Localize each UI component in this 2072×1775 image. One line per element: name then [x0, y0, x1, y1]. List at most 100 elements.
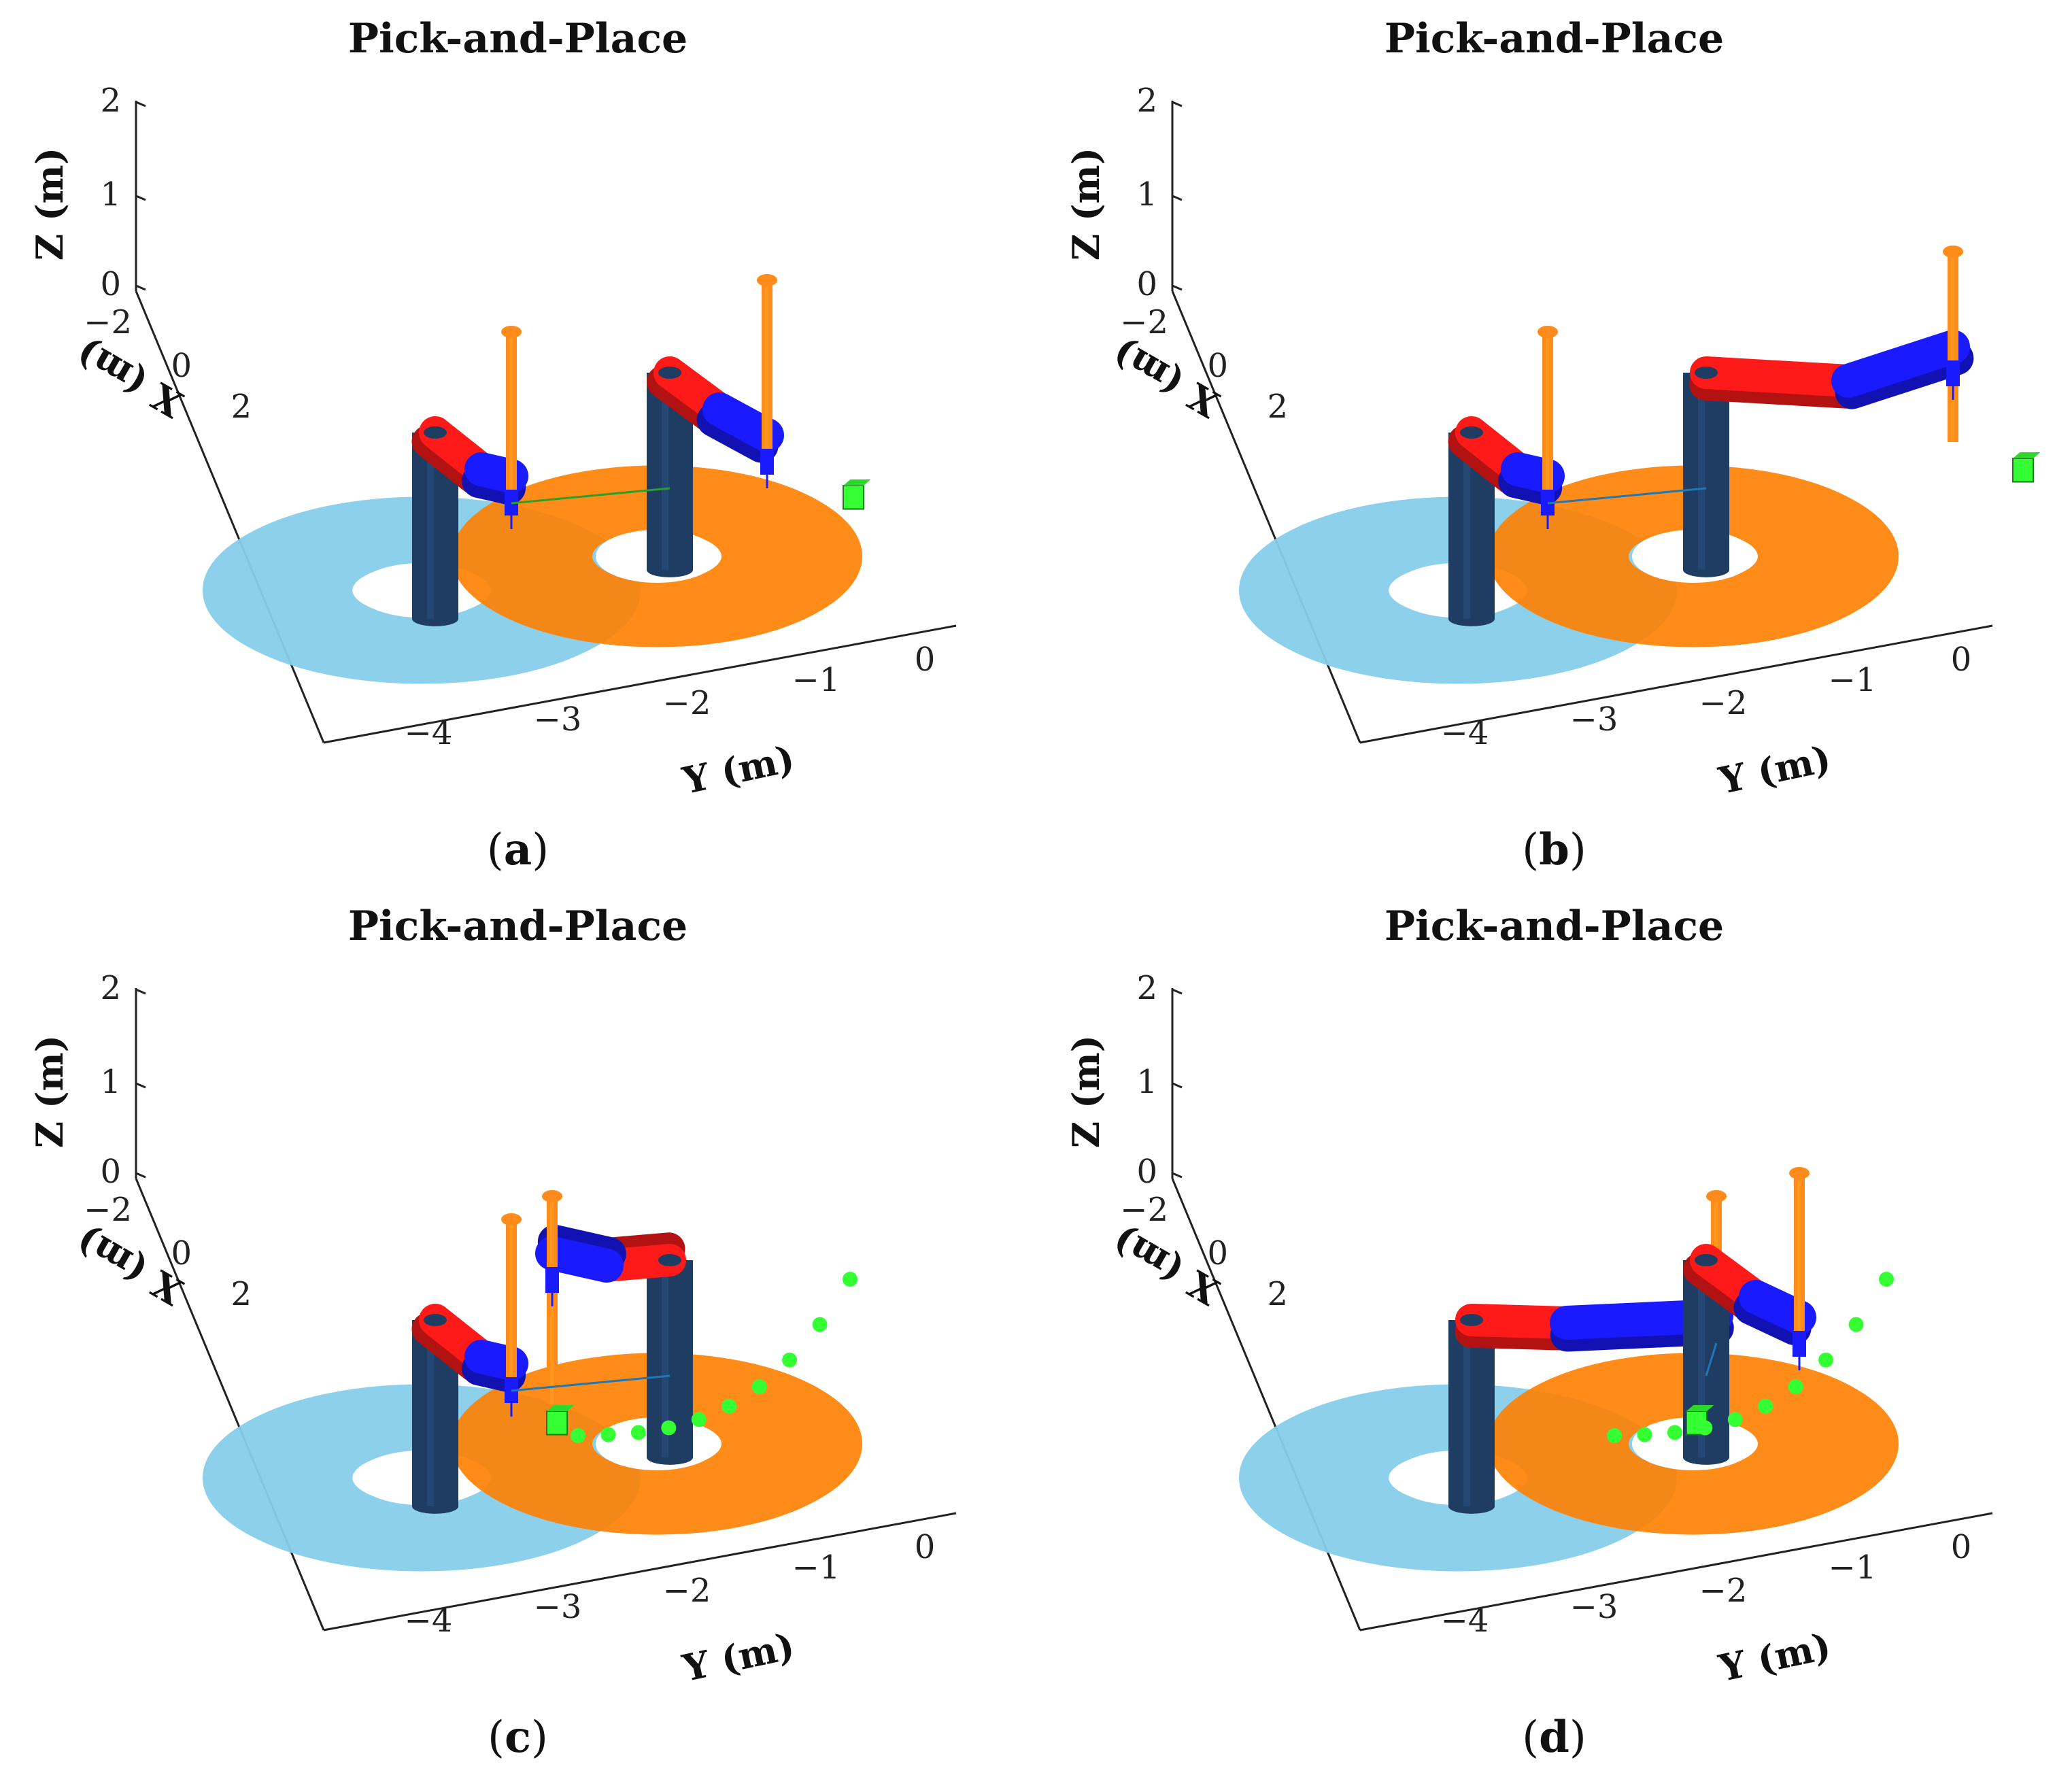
joint-1-cap — [658, 367, 681, 379]
green-part-top — [547, 1405, 575, 1411]
x-axis-label: X (m) — [1105, 1219, 1226, 1314]
z-tick-mark — [1172, 284, 1183, 291]
z-tick-label: 0 — [100, 265, 121, 303]
ball-screw-highlight — [765, 280, 768, 449]
x-axis-line — [1171, 290, 1361, 743]
arm-link-1-top — [1690, 356, 1865, 397]
z-tick-label: 0 — [100, 1153, 121, 1191]
joint-1-cap — [1460, 1314, 1483, 1326]
link-line — [1547, 487, 1707, 505]
robot-column-base — [412, 1499, 458, 1514]
caption-letter: d — [1539, 1712, 1569, 1763]
z-tick-mark — [1172, 988, 1183, 995]
trajectory-point — [1607, 1428, 1622, 1443]
y-tick-label: −1 — [1829, 661, 1877, 699]
z-axis-label: Z (m) — [28, 148, 71, 260]
y-tick-label: −2 — [663, 1572, 711, 1610]
trajectory-point — [751, 1379, 767, 1395]
z-tick-mark — [1172, 1172, 1183, 1179]
trajectory-point — [571, 1428, 585, 1443]
end-effector — [545, 1267, 559, 1293]
trajectory-point — [630, 1425, 646, 1440]
joint-1-cap — [1460, 426, 1483, 439]
robot-column-base — [1683, 562, 1729, 577]
trajectory-point — [661, 1420, 677, 1436]
y-tick-label: −4 — [405, 714, 453, 752]
shaft-cap — [501, 1213, 522, 1225]
robot-column-highlight — [427, 433, 435, 619]
x-axis-label: X (m) — [69, 331, 190, 426]
robot-column-base — [1448, 1499, 1495, 1514]
y-axis-line — [1359, 624, 1993, 744]
x-tick-label: 0 — [171, 347, 192, 385]
trajectory-point — [1637, 1427, 1652, 1442]
y-axis-label: Y (m) — [678, 1624, 798, 1690]
arm-link-2-top — [1831, 329, 1971, 398]
trajectory-point — [1697, 1420, 1713, 1436]
z-tick-mark — [135, 988, 146, 995]
chart-title: Pick-and-Place — [347, 902, 688, 950]
ball-screw-highlight — [509, 332, 513, 496]
x-axis-line — [135, 290, 325, 743]
link-line — [1705, 1342, 1718, 1376]
shaft-cap — [542, 1190, 562, 1202]
arm-link-1 — [1689, 356, 1865, 409]
z-tick-mark — [1172, 195, 1183, 201]
trajectory-point — [1788, 1379, 1803, 1395]
trajectory-point — [782, 1352, 798, 1368]
y-tick-label: −1 — [792, 1549, 840, 1587]
joint-1-cap — [1695, 367, 1718, 379]
y-tick-label: −1 — [792, 661, 840, 699]
trajectory-point — [1818, 1352, 1834, 1368]
x-tick-label: 0 — [1207, 347, 1228, 385]
x-tick-label: −2 — [1120, 303, 1168, 341]
z-axis-label: Z (m) — [28, 1035, 71, 1148]
z-tick-label: 1 — [1136, 175, 1157, 214]
y-tick-label: −4 — [405, 1602, 453, 1640]
joint-1-cap — [658, 1254, 681, 1266]
subfigure-caption: (a) — [486, 824, 549, 875]
trajectory-point — [812, 1317, 828, 1332]
z-tick-label: 2 — [1136, 969, 1157, 1007]
z-tick-label: 0 — [1136, 1153, 1157, 1191]
robot-column-base — [1683, 1450, 1729, 1465]
shaft-cap — [1538, 326, 1558, 338]
shaft-cap — [757, 274, 777, 286]
trajectory-point — [1727, 1412, 1743, 1427]
x-axis-line — [135, 1178, 325, 1631]
ball-screw-highlight — [509, 1219, 513, 1384]
chart-title: Pick-and-Place — [347, 15, 688, 63]
robot-column — [1683, 373, 1729, 570]
z-tick-mark — [135, 1172, 146, 1179]
y-axis-line — [1359, 1512, 1993, 1632]
green-part — [2012, 458, 2034, 483]
z-tick-label: 0 — [1136, 265, 1157, 303]
trajectory-point — [843, 1272, 857, 1287]
caption-letter: c — [505, 1712, 531, 1763]
end-effector — [1946, 360, 1960, 386]
link-line — [511, 487, 670, 505]
y-tick-label: −3 — [1570, 1588, 1618, 1626]
y-tick-label: −2 — [1699, 1572, 1748, 1610]
joint-1-cap — [424, 1314, 447, 1326]
y-tick-label: 0 — [915, 1528, 936, 1566]
caption-letter: b — [1539, 824, 1569, 875]
x-tick-label: 2 — [231, 1275, 252, 1313]
shaft-cap — [1943, 246, 1963, 258]
chart-title: Pick-and-Place — [1384, 902, 1725, 950]
green-part-top — [1686, 1405, 1714, 1411]
x-tick-label: −2 — [84, 1191, 132, 1229]
robot-column-base — [1448, 611, 1495, 626]
trajectory-point — [600, 1427, 616, 1442]
trajectory-point — [1879, 1272, 1894, 1287]
x-tick-label: 0 — [1207, 1234, 1228, 1272]
subfigure-caption: (b) — [1522, 824, 1586, 875]
green-part-top — [2013, 452, 2041, 458]
z-tick-mark — [1172, 101, 1183, 107]
ball-screw-highlight — [1951, 252, 1954, 442]
y-axis-line — [323, 624, 957, 744]
